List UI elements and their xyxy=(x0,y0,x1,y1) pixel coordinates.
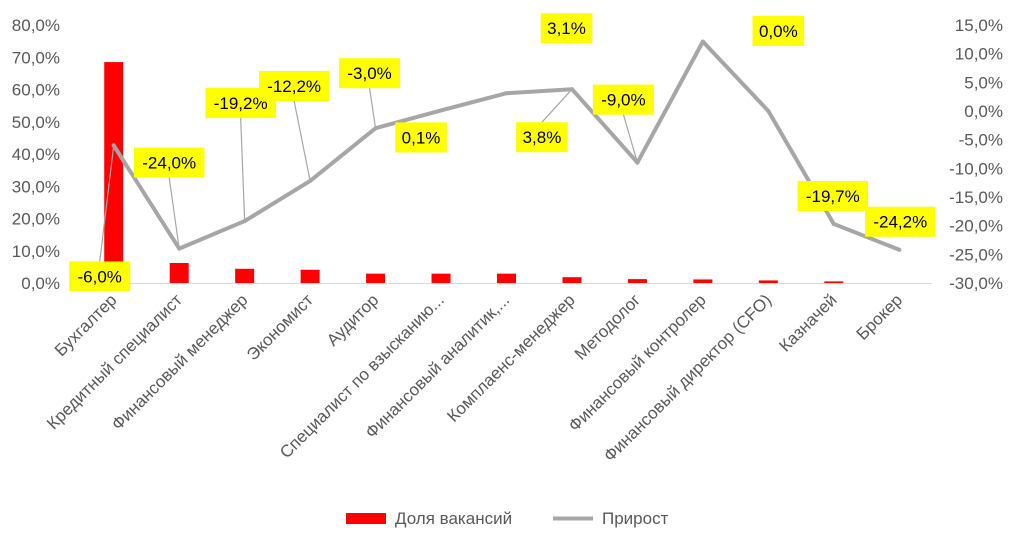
data-label-box xyxy=(258,70,330,101)
data-label-box xyxy=(797,180,869,211)
bar xyxy=(497,273,516,283)
data-label-box xyxy=(540,13,593,44)
data-label: -24,2% xyxy=(873,213,927,232)
left-tick-label: 60,0% xyxy=(12,81,60,100)
data-label-box xyxy=(752,16,805,46)
left-tick-label: 80,0% xyxy=(12,16,60,35)
data-label: -6,0% xyxy=(78,267,122,286)
left-tick-label: 20,0% xyxy=(12,210,60,229)
right-tick-label: -15,0% xyxy=(949,188,1003,207)
label-leaders xyxy=(99,88,638,262)
leader-line xyxy=(368,88,377,129)
right-tick-label: -30,0% xyxy=(949,274,1003,293)
bar xyxy=(758,280,778,283)
line-point xyxy=(439,108,444,113)
right-tick-label: -20,0% xyxy=(949,217,1003,236)
line-point xyxy=(897,247,902,252)
right-tick-label: -25,0% xyxy=(949,245,1003,264)
category-label: Брокер xyxy=(853,290,906,343)
right-tick-label: 15,0% xyxy=(955,16,1003,35)
data-label: -24,0% xyxy=(142,154,196,173)
leader-line xyxy=(622,114,638,163)
left-tick-label: 0,0% xyxy=(21,274,60,293)
bar xyxy=(169,263,189,283)
data-label: 3,8% xyxy=(523,128,562,147)
line-point xyxy=(831,221,836,226)
line-point xyxy=(504,91,509,96)
data-label-box xyxy=(133,147,205,178)
data-labels: -6,0% -24,0% -19,2%-12,2% -3,0% 0,1% 3,1% 3,8%… xyxy=(69,13,936,292)
data-label-box xyxy=(395,122,447,153)
right-tick-label: 5,0% xyxy=(964,73,1003,92)
bar xyxy=(366,273,386,283)
leader-line xyxy=(168,177,180,249)
leader-line xyxy=(240,118,246,222)
right-tick-label: -5,0% xyxy=(959,131,1003,150)
category-label: Бухгалтер xyxy=(51,290,121,360)
left-tick-label: 40,0% xyxy=(12,145,60,164)
bar xyxy=(824,281,844,283)
series-line xyxy=(111,39,902,252)
data-label: -12,2% xyxy=(267,77,321,96)
data-label: 3,1% xyxy=(547,19,586,38)
category-label: Аудитор xyxy=(323,290,382,349)
data-label-box xyxy=(339,58,401,89)
category-label: Кредитный специалист xyxy=(43,290,186,433)
line-point xyxy=(766,109,771,113)
right-tick-label: -10,0% xyxy=(949,159,1003,178)
leader-line xyxy=(293,100,311,182)
bar xyxy=(562,277,582,283)
category-label: Финансовый менеджер xyxy=(108,290,252,434)
left-axis: 0,0% 10,0% 20,0% 30,0% 40,0% 50,0% 60,0% 70,0% 8… xyxy=(12,16,60,293)
right-tick-label: 0,0% xyxy=(964,102,1003,121)
leader-line xyxy=(541,88,573,123)
bar xyxy=(431,273,451,283)
data-label: 0,1% xyxy=(402,128,441,147)
category-label: Казначей xyxy=(775,290,840,355)
line-series xyxy=(111,39,902,252)
data-label-box xyxy=(516,122,568,153)
leader-line xyxy=(99,145,115,262)
left-tick-label: 30,0% xyxy=(12,177,60,196)
category-label: Экономист xyxy=(243,290,317,364)
right-axis: -30,0% -25,0% -20,0% -15,0% -10,0% -5,0% 0,0% 5… xyxy=(949,16,1003,293)
bar xyxy=(693,279,713,283)
data-label: -9,0% xyxy=(601,91,645,110)
data-label: -19,2% xyxy=(214,94,268,113)
data-label: -19,7% xyxy=(806,187,860,206)
legend-swatch-bar xyxy=(346,513,386,524)
data-label-box xyxy=(865,206,936,237)
right-tick-label: 10,0% xyxy=(955,45,1003,64)
bar xyxy=(104,62,124,284)
legend: Доля вакансий Прирост xyxy=(346,509,669,528)
data-label: 0,0% xyxy=(759,22,798,41)
left-tick-label: 70,0% xyxy=(12,48,60,67)
legend-label-bar: Доля вакансий xyxy=(395,509,512,528)
left-tick-label: 10,0% xyxy=(12,242,60,261)
bar xyxy=(627,279,647,283)
left-tick-label: 50,0% xyxy=(12,113,60,132)
line-point xyxy=(700,39,705,44)
data-label: -3,0% xyxy=(347,64,391,83)
data-label-box xyxy=(592,84,654,115)
bar xyxy=(300,269,320,283)
bar-series xyxy=(104,62,844,284)
bar xyxy=(235,268,255,283)
data-label-box xyxy=(69,261,131,292)
category-label: Комплаенс-менеджер xyxy=(443,290,578,425)
legend-label-line: Прирост xyxy=(602,509,669,528)
